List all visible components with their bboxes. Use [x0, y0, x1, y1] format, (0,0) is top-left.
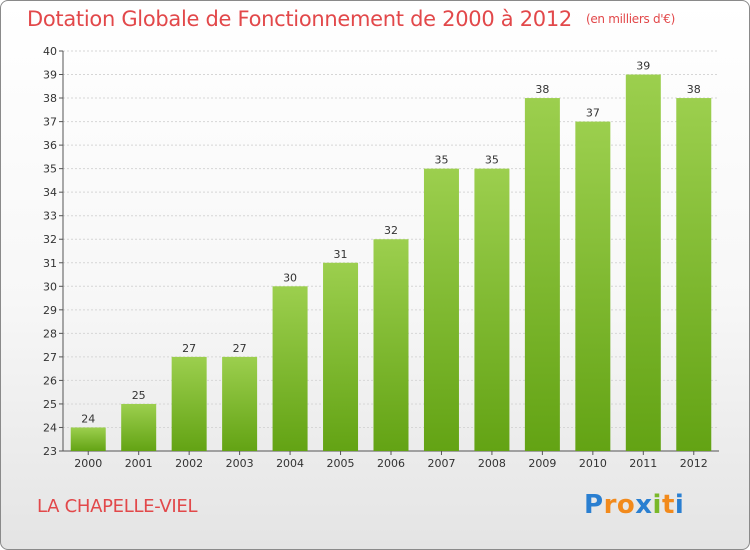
y-tick-label: 24	[43, 421, 57, 434]
logo-letter: x	[635, 490, 653, 520]
title-text: Dotation Globale de Fonctionnement de 20…	[27, 7, 572, 31]
y-tick-label: 31	[43, 257, 57, 270]
x-tick-label: 2008	[478, 457, 506, 470]
logo-letter: o	[616, 490, 636, 520]
y-tick-label: 29	[43, 304, 57, 317]
y-tick-label: 33	[43, 210, 57, 223]
x-tick-label: 2004	[276, 457, 304, 470]
data-label: 37	[586, 107, 600, 120]
bar	[423, 168, 459, 451]
data-label: 38	[687, 83, 701, 96]
data-label: 38	[535, 83, 549, 96]
logo-letter: r	[603, 490, 617, 520]
y-tick-label: 27	[43, 351, 57, 364]
x-tick-label: 2010	[579, 457, 607, 470]
y-tick-label: 37	[43, 116, 57, 129]
logo-letter: t	[661, 490, 675, 520]
x-tick-label: 2006	[377, 457, 405, 470]
data-label: 32	[384, 224, 398, 237]
data-label: 25	[132, 389, 146, 402]
y-tick-label: 26	[43, 374, 57, 387]
logo-letter: i	[674, 490, 685, 520]
bar	[373, 239, 409, 451]
data-label: 27	[233, 342, 247, 355]
x-tick-label: 2001	[125, 457, 153, 470]
bars	[70, 74, 712, 452]
y-tick-label: 40	[43, 45, 57, 58]
y-tick-label: 28	[43, 327, 57, 340]
y-tick-label: 34	[43, 186, 57, 199]
y-tick-label: 39	[43, 69, 57, 82]
x-tick-label: 2007	[427, 457, 455, 470]
y-tick-label: 36	[43, 139, 57, 152]
bar	[524, 98, 560, 451]
data-label: 35	[434, 154, 448, 167]
bar	[676, 98, 712, 451]
proxiti-logo[interactable]: Proxiti	[584, 490, 684, 520]
y-tick-label: 32	[43, 233, 57, 246]
y-tick-label: 30	[43, 280, 57, 293]
x-tick-label: 2005	[327, 457, 355, 470]
y-tick-label: 25	[43, 398, 57, 411]
bar	[171, 356, 207, 451]
data-label: 31	[334, 248, 348, 261]
bar	[222, 356, 258, 451]
chart-title: Dotation Globale de Fonctionnement de 20…	[27, 7, 675, 31]
bar	[575, 121, 611, 452]
x-tick-label: 2011	[629, 457, 657, 470]
data-label: 24	[81, 412, 95, 425]
x-tick-label: 2002	[175, 457, 203, 470]
commune-name: LA CHAPELLE-VIEL	[37, 496, 198, 517]
y-tick-label: 35	[43, 163, 57, 176]
logo-letter: i	[652, 490, 662, 520]
bar	[272, 286, 308, 451]
y-tick-label: 23	[43, 445, 57, 458]
bar	[474, 168, 510, 451]
data-label: 35	[485, 154, 499, 167]
y-tick-label: 38	[43, 92, 57, 105]
x-tick-label: 2009	[528, 457, 556, 470]
data-label: 27	[182, 342, 196, 355]
bar	[121, 403, 157, 451]
x-tick-label: 2000	[74, 457, 102, 470]
bar	[625, 74, 661, 451]
logo-letter: P	[584, 490, 604, 520]
unit-label: (en milliers d'€)	[585, 12, 675, 26]
bar	[70, 427, 106, 451]
data-labels: 24 25 27 27 30 31 32 35 35 38 37 39 38	[81, 60, 701, 426]
data-label: 30	[283, 271, 297, 284]
data-label: 39	[636, 60, 650, 73]
axes: 23 24 25 26 27 28 29 30 31 32 33 34 35 36 37 38 39 40 2000…	[43, 45, 719, 470]
bar	[323, 262, 359, 451]
x-tick-label: 2003	[226, 457, 254, 470]
x-tick-label: 2012	[680, 457, 708, 470]
